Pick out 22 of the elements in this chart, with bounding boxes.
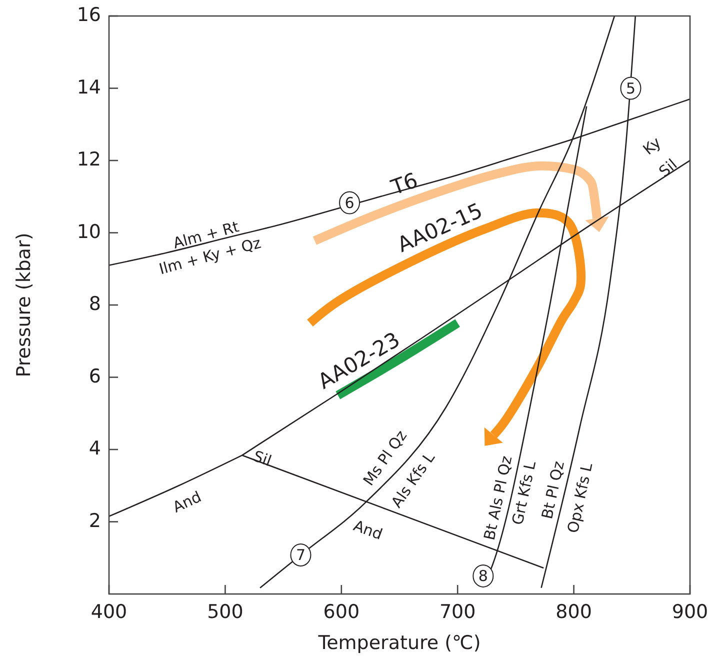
annotation: And [351,516,385,544]
x-axis-title: Temperature (℃) [317,632,481,654]
annotation: 7 [296,546,306,564]
annotation: And [170,488,204,516]
x-tick-label: 800 [556,601,592,623]
x-tick-label: 400 [90,601,128,623]
annotation: 8 [478,566,488,585]
y-tick-label: 8 [88,293,101,316]
annotation: 5 [626,79,636,98]
x-tick-label: 500 [207,601,244,623]
y-tick-label: 12 [76,148,101,171]
x-tick-label: 900 [672,601,708,623]
annotation: 6 [344,194,354,212]
y-tick-label: 6 [88,365,101,388]
x-tick-label: 600 [323,601,360,623]
x-tick-label: 700 [439,601,476,623]
y-tick-label: 14 [76,76,101,98]
y-tick-label: 4 [88,438,101,460]
y-tick-label: 2 [88,510,101,532]
y-tick-label: 10 [76,220,101,243]
y-axis-title: Pressure (kbar) [13,232,35,378]
y-tick-label: 16 [76,4,101,26]
